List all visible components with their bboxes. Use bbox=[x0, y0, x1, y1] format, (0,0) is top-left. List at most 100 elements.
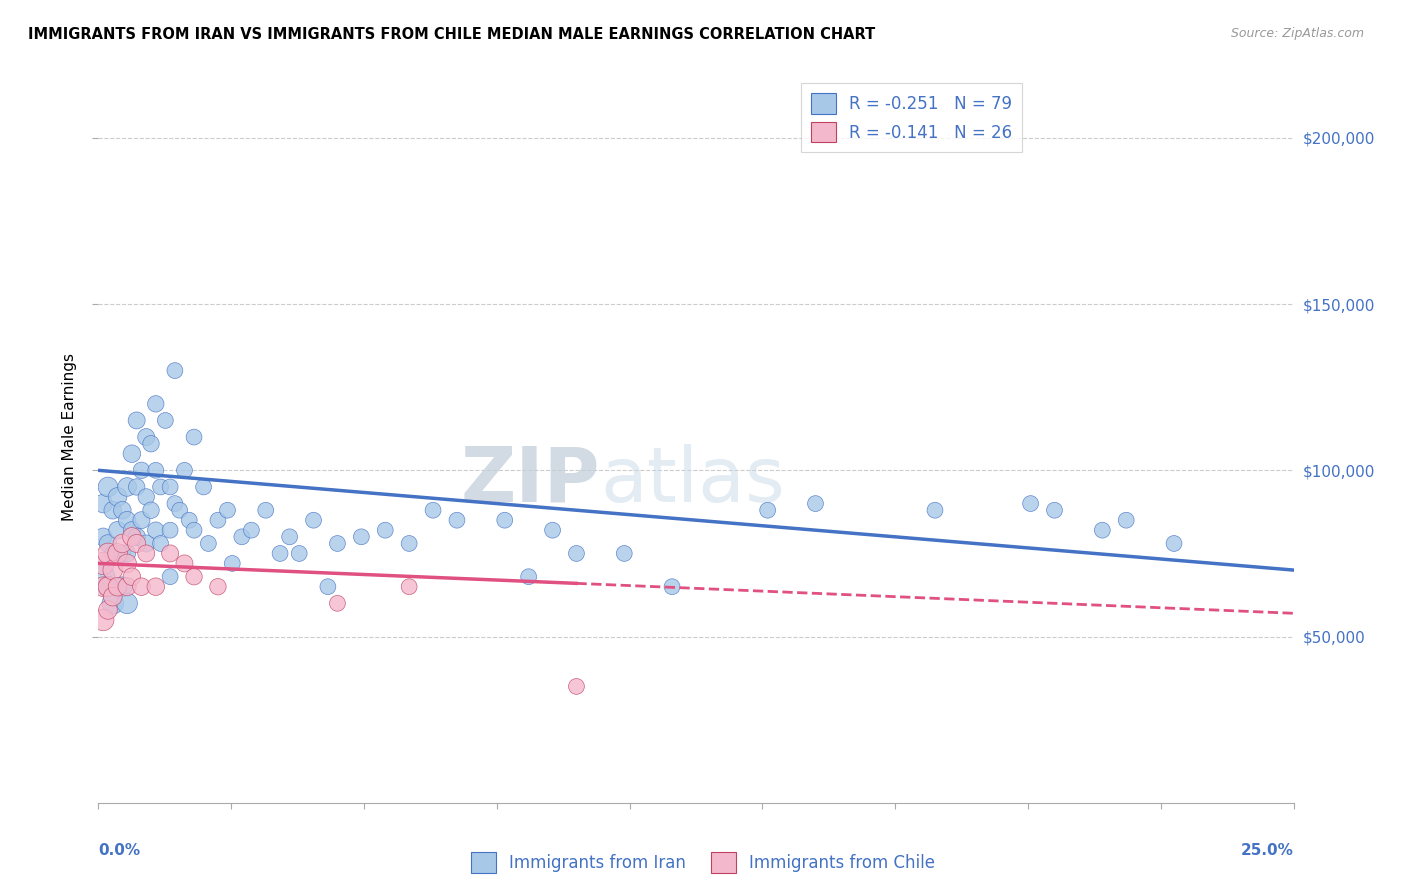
Point bbox=[422, 503, 444, 517]
Point bbox=[1163, 536, 1185, 550]
Point bbox=[121, 530, 143, 544]
Point bbox=[115, 546, 138, 560]
Point bbox=[494, 513, 516, 527]
Point bbox=[159, 546, 181, 560]
Point bbox=[163, 497, 186, 511]
Point bbox=[97, 580, 120, 594]
Point bbox=[121, 570, 143, 584]
Point bbox=[183, 570, 205, 584]
Point bbox=[125, 413, 148, 427]
Point bbox=[97, 603, 120, 617]
Point bbox=[756, 503, 779, 517]
Point bbox=[139, 503, 162, 517]
Point bbox=[91, 497, 114, 511]
Point bbox=[107, 523, 129, 537]
Point bbox=[193, 480, 215, 494]
Point bbox=[924, 503, 946, 517]
Legend: Immigrants from Iran, Immigrants from Chile: Immigrants from Iran, Immigrants from Ch… bbox=[464, 846, 942, 880]
Point bbox=[565, 546, 588, 560]
Point bbox=[173, 463, 195, 477]
Point bbox=[91, 570, 114, 584]
Point bbox=[115, 596, 138, 610]
Point bbox=[135, 536, 157, 550]
Point bbox=[1043, 503, 1066, 517]
Point bbox=[97, 536, 120, 550]
Point bbox=[115, 580, 138, 594]
Point bbox=[135, 546, 157, 560]
Text: 25.0%: 25.0% bbox=[1240, 843, 1294, 858]
Point bbox=[149, 480, 172, 494]
Point bbox=[169, 503, 191, 517]
Point bbox=[398, 580, 420, 594]
Point bbox=[316, 580, 339, 594]
Point bbox=[139, 436, 162, 450]
Point bbox=[97, 546, 120, 560]
Text: 0.0%: 0.0% bbox=[98, 843, 141, 858]
Point bbox=[101, 503, 124, 517]
Point bbox=[107, 580, 129, 594]
Point bbox=[350, 530, 373, 544]
Point bbox=[111, 546, 134, 560]
Text: ZIP: ZIP bbox=[461, 444, 600, 518]
Point bbox=[121, 447, 143, 461]
Point bbox=[374, 523, 396, 537]
Point bbox=[159, 480, 181, 494]
Point bbox=[115, 513, 138, 527]
Point bbox=[135, 430, 157, 444]
Point bbox=[269, 546, 291, 560]
Point bbox=[207, 513, 229, 527]
Point bbox=[804, 497, 827, 511]
Point bbox=[111, 580, 134, 594]
Point bbox=[115, 557, 138, 571]
Point bbox=[101, 546, 124, 560]
Point bbox=[97, 480, 120, 494]
Point bbox=[125, 530, 148, 544]
Point bbox=[326, 536, 349, 550]
Point bbox=[179, 513, 201, 527]
Y-axis label: Median Male Earnings: Median Male Earnings bbox=[62, 353, 77, 521]
Point bbox=[131, 513, 153, 527]
Point bbox=[221, 557, 243, 571]
Point bbox=[1091, 523, 1114, 537]
Point bbox=[288, 546, 311, 560]
Point bbox=[159, 570, 181, 584]
Point bbox=[1019, 497, 1042, 511]
Point bbox=[231, 530, 253, 544]
Point bbox=[278, 530, 301, 544]
Point bbox=[131, 580, 153, 594]
Point bbox=[517, 570, 540, 584]
Point bbox=[541, 523, 564, 537]
Point bbox=[115, 480, 138, 494]
Point bbox=[125, 480, 148, 494]
Point bbox=[183, 523, 205, 537]
Point bbox=[121, 523, 143, 537]
Point bbox=[91, 613, 114, 627]
Point bbox=[97, 580, 120, 594]
Point bbox=[149, 536, 172, 550]
Point bbox=[217, 503, 239, 517]
Point bbox=[111, 536, 134, 550]
Point bbox=[91, 557, 114, 571]
Point bbox=[197, 536, 219, 550]
Point bbox=[159, 523, 181, 537]
Point bbox=[107, 490, 129, 504]
Legend: R = -0.251   N = 79, R = -0.141   N = 26: R = -0.251 N = 79, R = -0.141 N = 26 bbox=[801, 83, 1022, 153]
Point bbox=[173, 557, 195, 571]
Point bbox=[1115, 513, 1137, 527]
Point bbox=[125, 536, 148, 550]
Point bbox=[135, 490, 157, 504]
Point bbox=[446, 513, 468, 527]
Point bbox=[207, 580, 229, 594]
Point bbox=[101, 563, 124, 577]
Point bbox=[155, 413, 177, 427]
Point bbox=[131, 463, 153, 477]
Point bbox=[145, 523, 167, 537]
Point bbox=[240, 523, 263, 537]
Point bbox=[107, 546, 129, 560]
Point bbox=[163, 363, 186, 377]
Point bbox=[91, 580, 114, 594]
Point bbox=[613, 546, 636, 560]
Point bbox=[183, 430, 205, 444]
Text: atlas: atlas bbox=[600, 444, 785, 518]
Point bbox=[145, 397, 167, 411]
